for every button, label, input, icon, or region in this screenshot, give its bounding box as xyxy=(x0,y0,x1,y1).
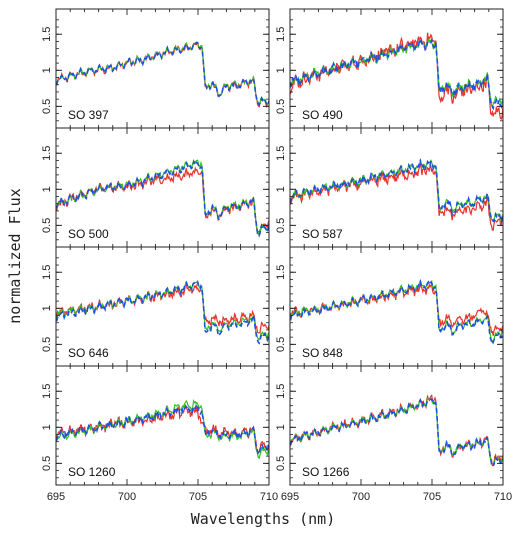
y-tick-label: 0.5 xyxy=(41,218,53,233)
panel-label: SO 1260 xyxy=(68,465,116,479)
panel-label: SO 848 xyxy=(302,346,343,360)
x-tick-label: 710 xyxy=(260,491,278,503)
panel-frame xyxy=(55,365,270,486)
series-line-3 xyxy=(56,280,269,345)
panel-so-500: 0.5 1 1.5 SO 500 xyxy=(41,127,270,248)
y-tick-label: 1.5 xyxy=(275,146,287,161)
y-tick-label: 0.5 xyxy=(275,218,287,233)
series-line-2 xyxy=(56,399,269,460)
series-line-2 xyxy=(56,159,269,235)
series-group xyxy=(290,279,503,347)
x-tick-label: 705 xyxy=(189,491,207,503)
panel-so-848: 0.5 1 1.5 SO 848 xyxy=(275,246,504,367)
y-tick-label: 1.5 xyxy=(41,27,53,42)
series-group xyxy=(56,158,269,238)
panel-so-490: 0.5 1 1.5 SO 490 xyxy=(275,8,504,129)
y-tick-label: 1.5 xyxy=(275,265,287,280)
y-tick-label: 0.5 xyxy=(41,99,53,114)
y-tick-label: 1.5 xyxy=(41,146,53,161)
y-tick-label: 1.5 xyxy=(41,265,53,280)
y-tick-label: 1 xyxy=(41,305,53,311)
series-group xyxy=(56,399,269,460)
x-tick-label: 710 xyxy=(494,491,512,503)
series-group xyxy=(290,32,503,120)
y-tick-label: 1 xyxy=(275,67,287,73)
panel-label: SO 500 xyxy=(68,227,109,241)
series-group xyxy=(290,158,503,231)
x-tick-label: 700 xyxy=(118,491,136,503)
y-tick-label: 1 xyxy=(41,67,53,73)
series-line-3 xyxy=(290,36,503,111)
y-tick-label: 0.5 xyxy=(275,337,287,352)
y-tick-label: 1 xyxy=(275,424,287,430)
series-line-3 xyxy=(56,158,269,238)
series-group xyxy=(56,41,269,109)
panel-frame xyxy=(289,365,504,486)
y-tick-label: 0.5 xyxy=(41,337,53,352)
series-line-3 xyxy=(56,402,269,456)
panel-so-646: 0.5 1 1.5 SO 646 xyxy=(41,246,270,367)
series-line-1 xyxy=(290,32,503,120)
y-tick-label: 0.5 xyxy=(275,99,287,114)
x-tick-label: 700 xyxy=(352,491,370,503)
panel-label: SO 490 xyxy=(302,108,343,122)
y-tick-label: 1.5 xyxy=(275,27,287,42)
series-group xyxy=(56,279,269,345)
panel-so-397: 0.5 1 1.5 SO 397 xyxy=(41,8,270,129)
panel-so-587: 0.5 1 1.5 SO 587 xyxy=(275,127,504,248)
series-group xyxy=(290,394,503,469)
y-tick-label: 1 xyxy=(41,186,53,192)
y-tick-label: 1 xyxy=(275,305,287,311)
y-tick-label: 0.5 xyxy=(275,456,287,471)
series-line-3 xyxy=(56,41,269,107)
y-axis-label: normalized Flux xyxy=(6,188,24,323)
panel-label: SO 646 xyxy=(68,346,109,360)
x-tick-label: 695 xyxy=(47,491,65,503)
y-tick-label: 1.5 xyxy=(275,384,287,399)
y-tick-label: 1.5 xyxy=(41,384,53,399)
series-line-2 xyxy=(290,279,503,345)
x-tick-label: 695 xyxy=(281,491,299,503)
panel-label: SO 397 xyxy=(68,108,109,122)
series-line-1 xyxy=(56,41,269,109)
y-tick-label: 1 xyxy=(275,186,287,192)
panel-label: SO 587 xyxy=(302,227,343,241)
x-axis-label: Wavelengths (nm) xyxy=(191,510,336,528)
series-line-3 xyxy=(290,279,503,347)
series-line-1 xyxy=(290,163,503,231)
y-tick-label: 0.5 xyxy=(41,456,53,471)
series-line-3 xyxy=(290,158,503,224)
series-line-3 xyxy=(290,397,503,469)
x-tick-label: 705 xyxy=(423,491,441,503)
panel-label: SO 1266 xyxy=(302,465,350,479)
y-tick-label: 1 xyxy=(41,424,53,430)
